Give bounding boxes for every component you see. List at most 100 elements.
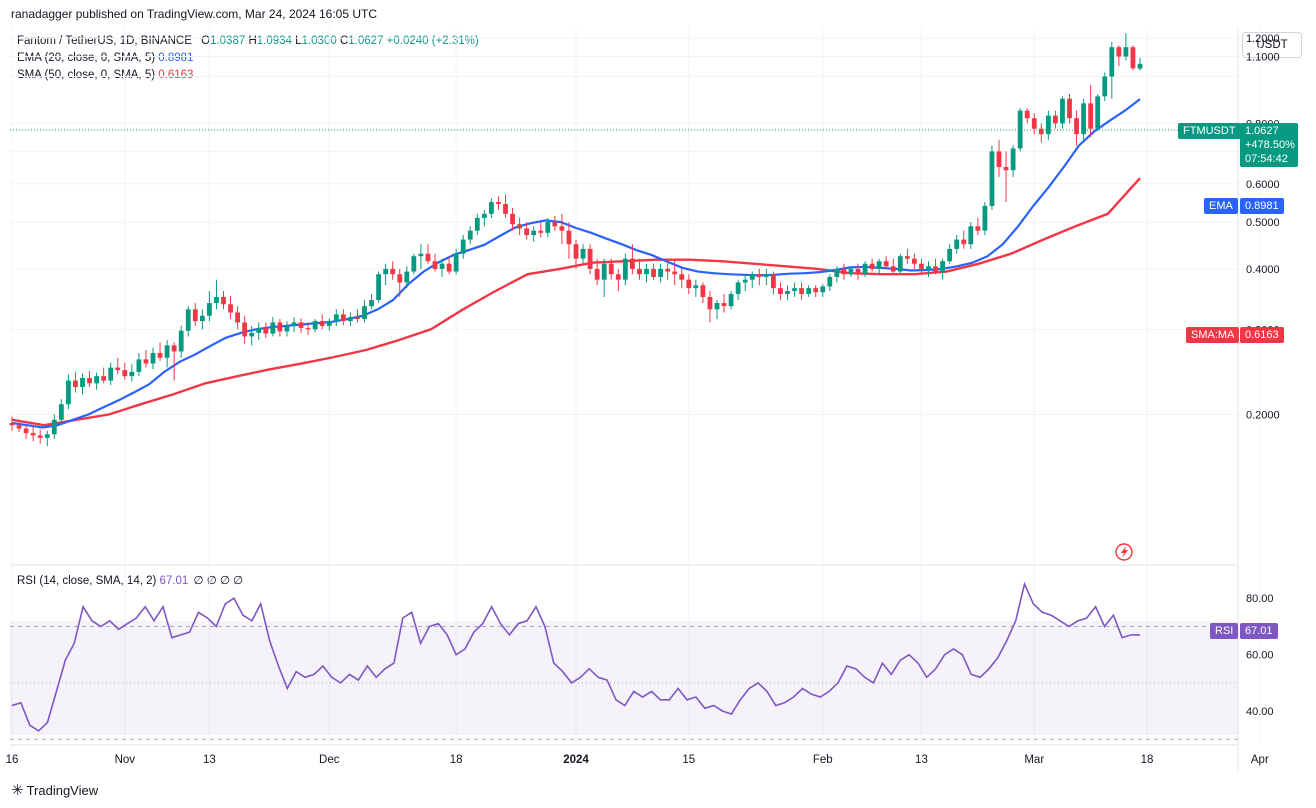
candle (594, 258, 600, 286)
candle (355, 309, 360, 323)
candle (615, 268, 621, 292)
candle (1017, 108, 1023, 152)
candle (143, 349, 149, 368)
candle (1045, 110, 1051, 140)
candle (545, 217, 551, 238)
candle-body (1010, 148, 1016, 171)
candle-body (954, 239, 960, 249)
candle (637, 258, 642, 280)
grid-lines (10, 28, 1261, 745)
candle (1031, 113, 1037, 135)
candle (975, 217, 981, 236)
candle-body (608, 263, 614, 275)
candle (291, 317, 297, 333)
candle (101, 367, 107, 384)
candle (122, 362, 128, 380)
candle (714, 299, 720, 320)
candle-body (841, 268, 847, 275)
candle-body (397, 274, 403, 283)
time-tick-label: 16 (6, 754, 19, 766)
candle-body (982, 205, 988, 231)
candle (16, 420, 22, 432)
candle-body (115, 367, 121, 371)
rsi-line (11, 581, 1140, 732)
candle (728, 291, 734, 310)
candle-body (778, 288, 783, 294)
candle (989, 145, 995, 210)
candle (961, 230, 967, 249)
candle (672, 258, 678, 286)
candle-body (446, 263, 452, 272)
candle-body (1137, 63, 1143, 69)
candle-body (432, 261, 438, 269)
candle-body (912, 258, 917, 264)
candle-body (404, 271, 410, 283)
candle (926, 261, 931, 277)
candle-body (742, 279, 748, 283)
candle (58, 399, 64, 426)
candle (827, 274, 833, 292)
tradingview-logo-icon: ✳ (11, 782, 24, 799)
currency-selector-button[interactable]: USDT (1242, 32, 1302, 58)
time-tick-label: 2024 (563, 754, 589, 766)
candle (453, 248, 459, 275)
candle (249, 325, 255, 346)
candle-body (637, 268, 642, 275)
candle (763, 268, 769, 286)
candle (799, 282, 804, 300)
candle-body (66, 380, 71, 405)
candle-body (108, 367, 114, 381)
candle-body (869, 263, 875, 269)
candle (890, 258, 896, 275)
sma-legend-label[interactable]: SMA (50, close, 0, SMA, 5) (17, 69, 156, 81)
candle-body (594, 268, 600, 280)
candle-body (517, 224, 522, 229)
candle-body (785, 291, 790, 294)
price-axis-labels: 0.20000.30000.40000.50000.60000.70000.80… (1246, 33, 1280, 421)
publisher-header: ranadagger published on TradingView.com,… (11, 7, 378, 21)
candle-body (904, 256, 910, 259)
candle-body (799, 288, 804, 294)
candle-body (489, 202, 494, 214)
ema-legend-label[interactable]: EMA (20, close, 0, SMA, 5) (17, 52, 156, 64)
candle (362, 299, 367, 323)
candle-body (792, 288, 797, 292)
candle-body (298, 322, 304, 328)
candle-body (129, 371, 135, 377)
candle (460, 235, 466, 259)
candle (1074, 110, 1079, 146)
candle-body (277, 322, 283, 332)
candle-body (961, 239, 967, 245)
candle (178, 325, 184, 358)
candle-body (263, 327, 269, 334)
candle-body (510, 213, 515, 225)
time-tick-label: Nov (115, 754, 136, 766)
candle (679, 268, 685, 289)
candle (686, 274, 692, 294)
candle (1060, 96, 1065, 129)
ema-legend: EMA (20, close, 0, SMA, 5) 0.8981 (17, 52, 193, 64)
candle (996, 139, 1002, 177)
candle (284, 321, 290, 337)
candle-body (1038, 128, 1044, 135)
candle-body (101, 376, 107, 381)
lightning-icon[interactable] (1115, 543, 1133, 561)
candle (376, 271, 381, 304)
candle-body (284, 325, 290, 332)
candle (1081, 98, 1086, 140)
candle (869, 258, 875, 272)
candle-body (728, 293, 734, 307)
candle-body (460, 239, 466, 254)
footer-brand[interactable]: ✳ TradingView (11, 781, 98, 799)
candle-body (192, 309, 198, 322)
rsi-tick-label: 60.00 (1246, 650, 1274, 662)
candle-body (665, 268, 671, 272)
candle-body (1095, 96, 1101, 129)
candle-body (1116, 47, 1122, 57)
candle-body (242, 322, 248, 337)
rsi-legend-label[interactable]: RSI (14, close, SMA, 14, 2) (17, 575, 157, 587)
high-label: H (248, 35, 257, 47)
candle-body (51, 419, 57, 435)
candle (474, 213, 480, 236)
